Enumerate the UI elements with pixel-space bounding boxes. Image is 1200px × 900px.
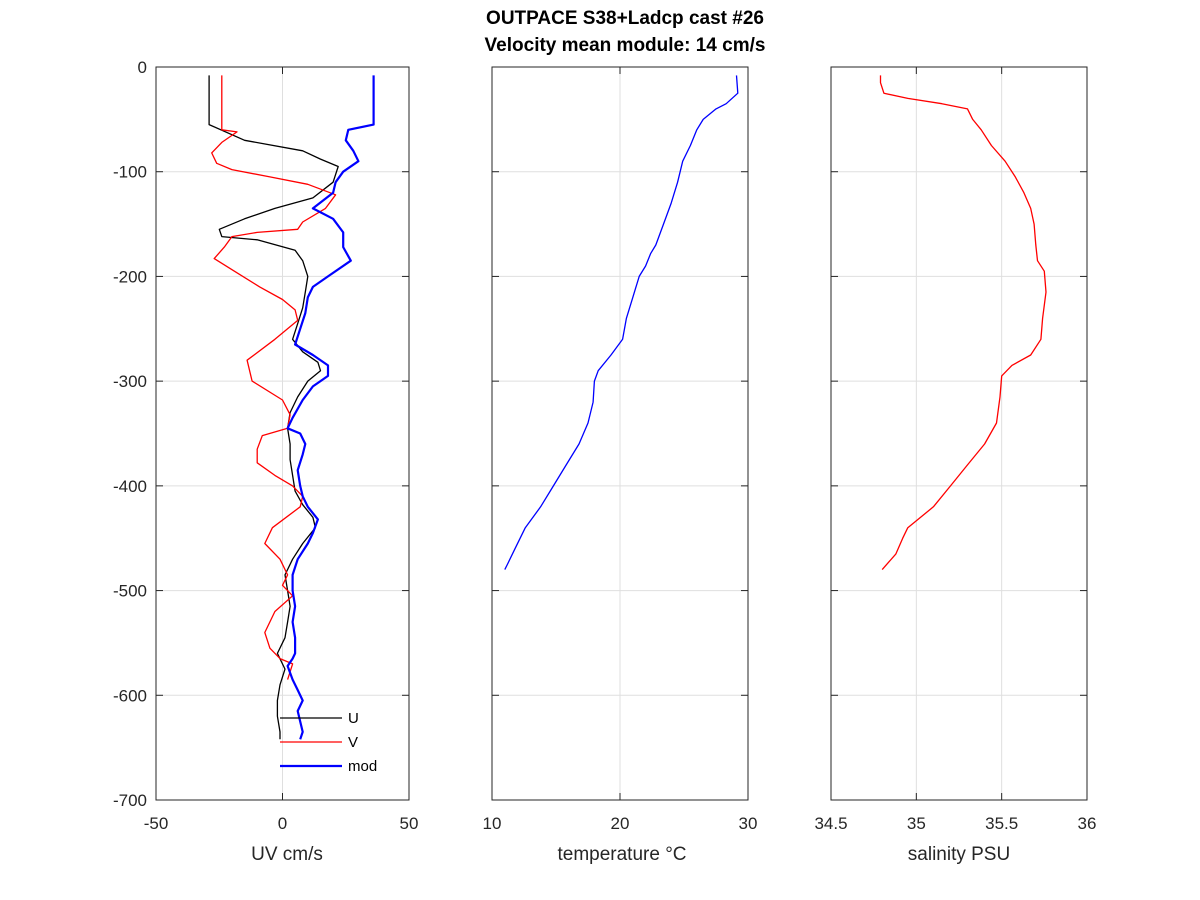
x-tick-label: 34.5 — [814, 814, 847, 833]
y-tick-label: -500 — [113, 582, 147, 601]
x-tick-label: 0 — [278, 814, 287, 833]
y-tick-label: -600 — [113, 686, 147, 705]
panel-salinity: 34.5 35 35.5 36 salinity PSU — [814, 66, 1097, 865]
axes-frame — [830, 66, 1088, 801]
series-line-mod — [286, 75, 375, 740]
legend-label-mod: mod — [348, 758, 377, 775]
y-tick-label: 0 — [138, 58, 147, 77]
x-tick-label: 35.5 — [985, 814, 1018, 833]
x-tick-label: 50 — [400, 814, 419, 833]
series-line-salinity — [879, 75, 1047, 571]
y-tick-label: -200 — [113, 267, 147, 286]
series-line-v — [211, 75, 337, 680]
chart-title: OUTPACE S38+Ladcp cast #26 — [486, 8, 764, 29]
x-tick-label: 30 — [739, 814, 758, 833]
y-tick-label: -400 — [113, 477, 147, 496]
x-axis-label: temperature °C — [557, 844, 686, 865]
y-tick-label: -700 — [113, 791, 147, 810]
x-tick-label: 36 — [1078, 814, 1097, 833]
x-tick-label: 20 — [611, 814, 630, 833]
x-tick-label: -50 — [144, 814, 169, 833]
series-line-temperature — [504, 75, 739, 570]
y-tick-label: -100 — [113, 163, 147, 182]
legend-label-v: V — [348, 734, 358, 751]
x-axis-label: salinity PSU — [908, 844, 1010, 865]
x-axis-label: UV cm/s — [251, 844, 323, 865]
legend-label-u: U — [348, 710, 359, 727]
series-line-u — [208, 75, 339, 740]
panel-velocity: 0-100-200-300-400-500-600-700-50 0 50 UV c… — [113, 58, 418, 865]
y-tick-label: -300 — [113, 372, 147, 391]
x-tick-label: 10 — [483, 814, 502, 833]
panel-temperature: 10 20 30 temperature °C — [483, 66, 758, 865]
chart-subtitle: Velocity mean module: 14 cm/s — [485, 35, 766, 56]
x-tick-label: 35 — [907, 814, 926, 833]
